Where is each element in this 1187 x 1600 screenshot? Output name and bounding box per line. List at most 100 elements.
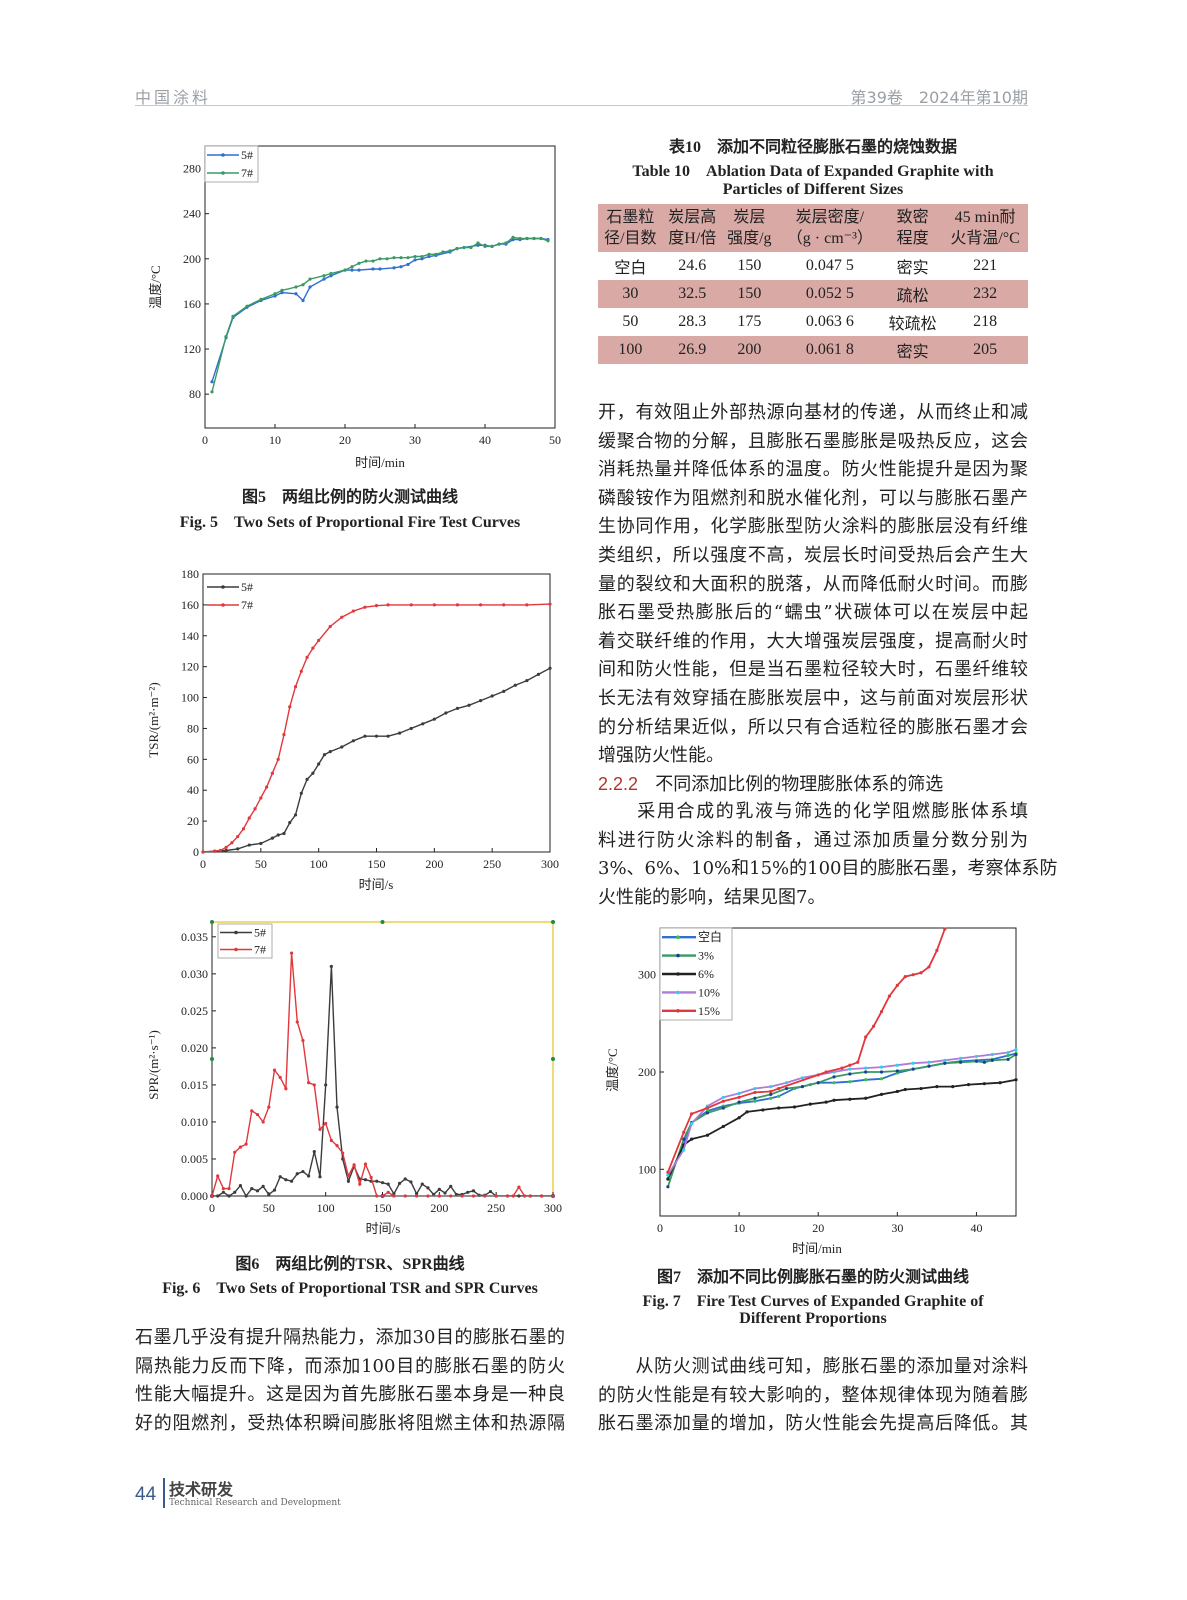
data-point xyxy=(420,257,424,261)
data-point xyxy=(413,258,417,262)
data-point xyxy=(895,1063,899,1067)
data-point xyxy=(301,283,305,287)
data-point xyxy=(800,1076,805,1080)
x-tick-label: 200 xyxy=(430,1201,448,1215)
text-line: 缓聚合物的分解，且膨胀石墨膨胀是吸热反应，这会 xyxy=(598,430,1028,452)
data-point xyxy=(682,1148,686,1152)
data-point xyxy=(318,1127,322,1131)
data-point xyxy=(346,1174,350,1178)
data-point xyxy=(363,1178,368,1182)
data-point xyxy=(935,948,939,952)
data-point xyxy=(824,1070,828,1074)
data-point xyxy=(864,1035,868,1039)
table-cell: 32.5 xyxy=(662,280,722,308)
table-header-cell: 炭层高 度H/倍 xyxy=(662,204,722,252)
data-point xyxy=(308,285,312,289)
table-cell: 30 xyxy=(598,280,663,308)
data-point xyxy=(245,304,249,308)
table-cell: 空白 xyxy=(614,260,647,277)
data-point xyxy=(371,259,375,263)
data-point xyxy=(265,785,269,789)
data-point xyxy=(974,1054,979,1059)
data-point xyxy=(911,1061,915,1065)
footer-section-en: Technical Research and Development xyxy=(169,1498,341,1508)
data-point xyxy=(250,1186,254,1191)
header-line: 程度 xyxy=(896,230,929,247)
data-point xyxy=(864,1096,868,1100)
fig6-caption-cn: 图6 两组比例的TSR、SPR曲线 xyxy=(235,1256,465,1273)
data-point xyxy=(409,603,413,607)
data-point xyxy=(276,833,280,837)
data-point xyxy=(943,1061,947,1065)
data-point xyxy=(282,831,286,836)
data-point xyxy=(753,1099,757,1103)
data-point xyxy=(210,390,214,394)
data-point xyxy=(311,771,315,775)
text-line: 磷酸铵作为阻燃剂和脱水催化剂，可以与膨胀石墨产 xyxy=(598,487,1028,509)
selection-handle xyxy=(210,920,214,924)
data-point xyxy=(282,733,286,737)
data-point xyxy=(666,1170,670,1174)
data-point xyxy=(236,847,240,851)
data-point xyxy=(329,1138,333,1143)
header-line: （g · cm⁻³） xyxy=(786,230,873,247)
data-point xyxy=(705,1106,710,1110)
data-point xyxy=(848,1072,852,1076)
x-tick-label: 250 xyxy=(483,857,501,871)
y-tick-label: 0.000 xyxy=(181,1189,208,1203)
data-point xyxy=(363,734,367,738)
data-point xyxy=(455,603,460,607)
section-title: 不同添加比例的物理膨胀体系的筛选 xyxy=(655,774,944,795)
data-point xyxy=(308,277,312,281)
data-point xyxy=(317,638,321,643)
data-point xyxy=(483,1194,487,1198)
data-point xyxy=(502,689,506,693)
data-point xyxy=(289,1179,294,1183)
header-line: 炭层 xyxy=(733,209,766,226)
data-point xyxy=(551,1194,555,1198)
x-tick-label: 150 xyxy=(368,857,386,871)
data-point xyxy=(476,243,480,247)
data-point xyxy=(255,1112,260,1117)
y-tick-label: 180 xyxy=(181,567,199,581)
data-point xyxy=(511,1194,515,1198)
y-axis-label: SPR/(m²·s⁻¹) xyxy=(146,1030,161,1100)
y-tick-label: 40 xyxy=(187,783,199,797)
data-point xyxy=(224,845,228,849)
data-point xyxy=(421,722,425,726)
data-point xyxy=(329,274,333,278)
y-tick-label: 120 xyxy=(181,660,199,674)
table-cell: 150 xyxy=(721,280,777,308)
issue-info: 第39卷 2024年第10期 xyxy=(850,88,1028,107)
text-line: 量的裂纹和大面积的脱落，从而降低耐火时间。而膨 xyxy=(598,573,1028,595)
data-point xyxy=(386,1190,390,1194)
data-point xyxy=(511,235,515,239)
data-point xyxy=(247,843,251,847)
data-point xyxy=(959,1056,963,1060)
data-point xyxy=(504,241,508,245)
data-point xyxy=(276,757,280,761)
data-point xyxy=(322,274,326,278)
data-point xyxy=(288,705,292,709)
data-point xyxy=(548,666,552,670)
data-point xyxy=(210,1194,214,1198)
data-point xyxy=(392,266,396,270)
legend-marker xyxy=(221,153,225,157)
fig7-caption-cn: 图7 添加不同比例膨胀石墨的防火测试曲线 xyxy=(656,1269,969,1286)
table-cell: 28.3 xyxy=(678,313,707,330)
data-point xyxy=(488,1189,493,1194)
data-point xyxy=(236,834,240,839)
x-tick-label: 0 xyxy=(209,1201,215,1215)
data-point xyxy=(879,1092,884,1096)
data-point xyxy=(879,1010,884,1014)
data-point xyxy=(399,256,403,260)
data-point xyxy=(784,1081,789,1085)
data-point xyxy=(753,1086,757,1091)
y-tick-label: 0.005 xyxy=(181,1152,208,1166)
data-point xyxy=(1006,1053,1010,1058)
y-tick-label: 0 xyxy=(193,845,199,859)
series-line-3 xyxy=(667,1048,1016,1176)
data-point xyxy=(380,1194,385,1198)
data-point xyxy=(517,1194,521,1198)
